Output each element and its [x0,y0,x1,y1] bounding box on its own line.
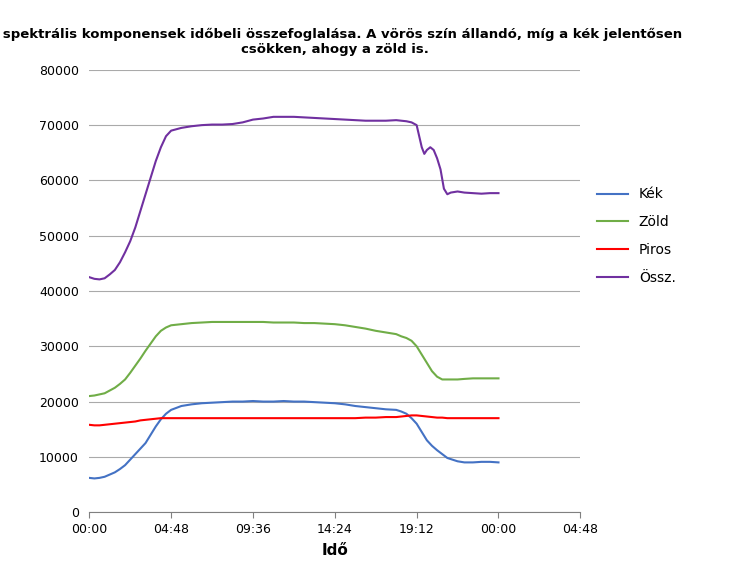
Össz. [392,116,401,123]
Zöld [208,318,217,325]
Zöld [330,321,339,328]
Kék [371,404,380,411]
Piros [90,422,99,429]
Piros [382,414,391,421]
Piros [95,422,104,429]
Össz. [95,276,104,283]
Kék [85,474,94,481]
Kék [218,399,227,406]
Piros [361,414,370,421]
Piros [85,421,94,428]
Össz. [85,274,94,281]
Kék [392,406,401,413]
Össz. [269,113,278,120]
Kék [341,401,350,408]
Piros [407,412,416,419]
Össz. [449,189,458,196]
Zöld [382,329,391,336]
X-axis label: Idő: Idő [321,542,348,558]
Zöld [90,392,99,399]
Kék [423,436,432,444]
Line: Zöld: Zöld [89,322,498,396]
Össz. [151,158,160,165]
Kék [494,459,503,466]
Kék [90,475,99,482]
Line: Kék: Kék [89,401,498,478]
Legend: Kék, Zöld, Piros, Össz.: Kék, Zöld, Piros, Össz. [597,187,676,285]
Össz. [161,133,170,140]
Piros [330,415,339,422]
Össz. [494,190,503,197]
Line: Össz.: Össz. [89,117,498,279]
Piros [423,413,432,420]
Kék [95,474,104,481]
Össz. [228,120,237,127]
Piros [494,415,503,422]
Zöld [218,318,227,325]
Zöld [85,393,94,400]
Title: A spektrális komponensek időbeli összefoglalása. A vörös szín állandó, míg a kék: A spektrális komponensek időbeli összefo… [0,28,682,56]
Line: Piros: Piros [89,416,498,425]
Zöld [417,351,426,358]
Össz. [351,116,360,123]
Piros [218,415,227,422]
Zöld [361,325,370,332]
Kék [248,398,257,404]
Zöld [494,375,503,382]
